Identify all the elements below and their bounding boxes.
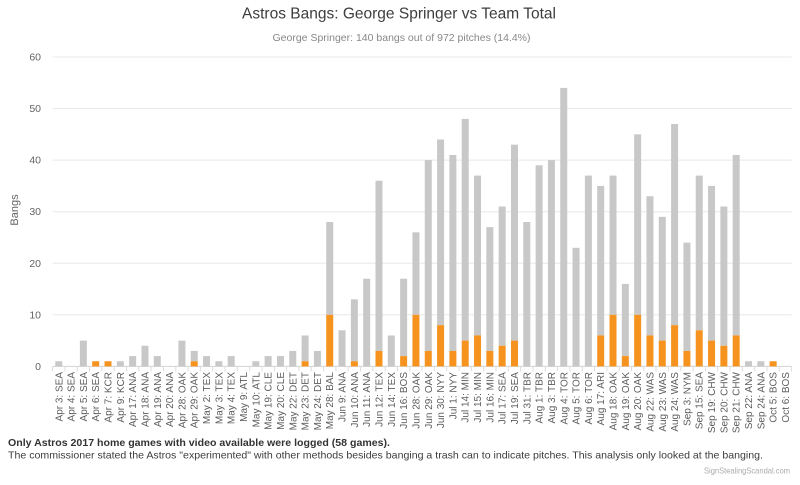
svg-text:30: 30 xyxy=(29,206,41,218)
svg-text:Jul 19: SEA: Jul 19: SEA xyxy=(510,372,521,425)
svg-text:Aug 19: OAK: Aug 19: OAK xyxy=(621,372,632,431)
svg-text:Sep 24: ANA: Sep 24: ANA xyxy=(756,372,767,430)
svg-text:Sep 3: NYM: Sep 3: NYM xyxy=(682,372,693,426)
svg-text:George Springer: 140 bangs out: George Springer: 140 bangs out of 972 pi… xyxy=(273,32,531,44)
svg-text:May 4: TEX: May 4: TEX xyxy=(227,372,238,424)
svg-text:Aug 20: OAK: Aug 20: OAK xyxy=(633,372,644,431)
svg-text:20: 20 xyxy=(29,258,41,270)
svg-text:Apr 3: SEA: Apr 3: SEA xyxy=(54,372,65,422)
svg-text:Jul 31: TBR: Jul 31: TBR xyxy=(522,372,533,424)
svg-text:May 20: CLE: May 20: CLE xyxy=(276,372,287,430)
svg-text:Jun 29: OAK: Jun 29: OAK xyxy=(424,372,435,429)
svg-text:Sep 22: ANA: Sep 22: ANA xyxy=(744,372,755,430)
svg-text:Apr 18: ANA: Apr 18: ANA xyxy=(140,372,151,427)
svg-text:Aug 23: WAS: Aug 23: WAS xyxy=(658,372,669,432)
svg-text:Aug 5: TOR: Aug 5: TOR xyxy=(572,372,583,424)
svg-text:Jul 17: SEA: Jul 17: SEA xyxy=(498,372,509,425)
svg-text:Jun 11: ANA: Jun 11: ANA xyxy=(362,372,373,427)
svg-text:Jun 16: BOS: Jun 16: BOS xyxy=(399,372,410,429)
svg-text:Astros Bangs: George Springer: Astros Bangs: George Springer vs Team To… xyxy=(242,6,556,23)
svg-text:Apr 7: KCR: Apr 7: KCR xyxy=(104,372,115,423)
svg-text:Bangs: Bangs xyxy=(9,194,21,226)
svg-text:May 10: ATL: May 10: ATL xyxy=(251,372,262,428)
svg-text:Sep 15: SEA: Sep 15: SEA xyxy=(695,372,706,430)
svg-text:Sep 21: CHW: Sep 21: CHW xyxy=(732,371,743,433)
svg-text:Aug 17: ARI: Aug 17: ARI xyxy=(596,372,607,425)
svg-text:40: 40 xyxy=(29,155,41,167)
svg-text:Apr 20: ANA: Apr 20: ANA xyxy=(165,372,176,427)
svg-text:Apr 17: ANA: Apr 17: ANA xyxy=(128,372,139,427)
svg-text:Only Astros 2017 home games wi: Only Astros 2017 home games with video a… xyxy=(8,437,390,449)
svg-text:Sep 20: CHW: Sep 20: CHW xyxy=(719,371,730,433)
svg-text:Jul 15: MIN: Jul 15: MIN xyxy=(473,372,484,423)
svg-text:May 9: ATL: May 9: ATL xyxy=(239,372,250,422)
svg-text:Apr 5: SEA: Apr 5: SEA xyxy=(79,372,90,422)
svg-text:Jul 14: MIN: Jul 14: MIN xyxy=(461,372,472,423)
svg-text:Jul 16: MIN: Jul 16: MIN xyxy=(485,372,496,423)
svg-text:Jun 12: TEX: Jun 12: TEX xyxy=(374,372,385,427)
svg-text:Oct 6: BOS: Oct 6: BOS xyxy=(781,372,792,423)
svg-text:Apr 6: SEA: Apr 6: SEA xyxy=(91,372,102,422)
svg-text:Aug 4: TOR: Aug 4: TOR xyxy=(559,372,570,424)
svg-text:Aug 6: TOR: Aug 6: TOR xyxy=(584,372,595,424)
svg-text:May 24: DET: May 24: DET xyxy=(313,372,324,430)
svg-text:Aug 3: TBR: Aug 3: TBR xyxy=(547,372,558,424)
svg-text:Aug 18: OAK: Aug 18: OAK xyxy=(609,372,620,431)
svg-text:May 3: TEX: May 3: TEX xyxy=(214,372,225,424)
svg-text:Jun 30: NYY: Jun 30: NYY xyxy=(436,372,447,428)
svg-text:Aug 1: TBR: Aug 1: TBR xyxy=(535,372,546,424)
svg-text:Sep 19: CHW: Sep 19: CHW xyxy=(707,371,718,433)
svg-text:0: 0 xyxy=(35,361,41,373)
svg-text:May 28: BAL: May 28: BAL xyxy=(325,372,336,430)
svg-text:The commissioner stated the As: The commissioner stated the Astros "expe… xyxy=(8,450,763,462)
svg-text:May 2: TEX: May 2: TEX xyxy=(202,372,213,424)
svg-text:Oct 5: BOS: Oct 5: BOS xyxy=(769,372,780,423)
svg-text:SignStealingScandal.com: SignStealingScandal.com xyxy=(704,466,790,476)
svg-text:Apr 9: KCR: Apr 9: KCR xyxy=(116,372,127,423)
svg-text:60: 60 xyxy=(29,52,41,64)
svg-text:May 23: DET: May 23: DET xyxy=(301,372,312,430)
svg-text:50: 50 xyxy=(29,103,41,115)
svg-text:Apr 28: OAK: Apr 28: OAK xyxy=(177,372,188,428)
svg-text:Jun 10: ANA: Jun 10: ANA xyxy=(350,372,361,428)
svg-text:May 19: CLE: May 19: CLE xyxy=(264,372,275,430)
svg-text:Jun 28: OAK: Jun 28: OAK xyxy=(411,372,422,429)
svg-text:Jul 1: NYY: Jul 1: NYY xyxy=(448,372,459,420)
svg-text:Apr 4: SEA: Apr 4: SEA xyxy=(67,372,78,422)
svg-text:Aug 22: WAS: Aug 22: WAS xyxy=(645,372,656,432)
svg-text:10: 10 xyxy=(29,309,41,321)
svg-text:Jun 14: TEX: Jun 14: TEX xyxy=(387,372,398,427)
svg-text:Aug 24: WAS: Aug 24: WAS xyxy=(670,372,681,432)
svg-text:Apr 19: ANA: Apr 19: ANA xyxy=(153,372,164,427)
svg-text:May 22: DET: May 22: DET xyxy=(288,372,299,430)
svg-text:Apr 29: OAK: Apr 29: OAK xyxy=(190,372,201,428)
svg-text:Jun 9: ANA: Jun 9: ANA xyxy=(338,372,349,422)
